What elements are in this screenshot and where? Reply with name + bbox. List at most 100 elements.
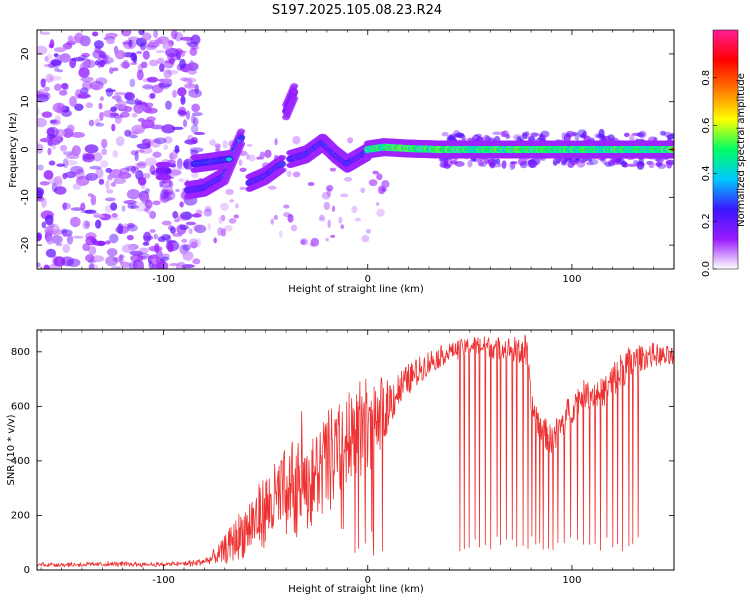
spectrogram-cell (189, 47, 198, 56)
spectrogram-cell (118, 172, 132, 179)
spectrogram-cell (162, 42, 173, 50)
spectrogram-cell (496, 158, 501, 165)
spectrogram-cell (39, 181, 50, 186)
spectrogram-cell (59, 89, 68, 96)
spectrogram-cell (561, 132, 566, 141)
spectrogram-y-tick-label: -20 (20, 237, 31, 253)
spectrogram-cell (84, 38, 90, 47)
spectrogram-cell (521, 132, 528, 140)
spectrogram-cell (98, 178, 105, 185)
spectrogram-cell (91, 31, 99, 37)
spectrogram-cell (89, 262, 95, 269)
spectrogram-cell (146, 141, 151, 149)
spectrogram-cell (44, 92, 51, 100)
snr-y-tick-label: 600 (11, 401, 30, 412)
spectrogram-cell (182, 251, 194, 261)
spectrogram-cell (92, 240, 107, 246)
spectrogram-cell (54, 67, 60, 72)
spectrogram-cell (106, 189, 114, 194)
spectrogram-cell (37, 164, 44, 171)
spectrogram-cell (37, 106, 40, 117)
snr-y-tick-label: 200 (11, 510, 30, 521)
spectrogram-cell (180, 95, 186, 105)
snr-frame (36, 329, 675, 571)
spectrogram-cell (140, 61, 148, 69)
spectrogram-cell (85, 220, 90, 228)
spectrogram-cell (159, 256, 170, 261)
spectrogram-cell (81, 80, 93, 90)
spectrogram-cell (131, 112, 138, 118)
spectrogram-cell (105, 179, 110, 190)
spectrogram-cell (41, 111, 53, 118)
spectrogram-cell (87, 193, 94, 197)
spectrogram-cell (501, 160, 507, 169)
spectrogram-cell (129, 265, 143, 269)
spectrogram-cell (106, 38, 115, 45)
spectrogram-cell (161, 185, 174, 197)
spectrogram-cell (95, 122, 105, 127)
spectrogram-cell (159, 63, 165, 73)
spectrogram-cell (525, 131, 530, 140)
spectrogram-cell (111, 213, 118, 218)
spectrogram-cell (492, 131, 502, 136)
spectrogram-cell (179, 58, 186, 69)
spectrogram-cell (113, 91, 127, 96)
spectrogram-cell (177, 87, 187, 97)
snr-x-axis-label: Height of straight line (km) (288, 584, 424, 595)
spectrogram-cell (279, 162, 285, 167)
spectrogram-cell (146, 42, 160, 48)
spectrogram-cell (560, 160, 567, 166)
spectrogram-cell (98, 51, 107, 59)
spectrogram-cell (82, 220, 90, 230)
spectrogram-cell (94, 219, 102, 229)
colorbar-tick-label: 0.8 (701, 70, 712, 86)
spectrogram-cell (157, 236, 167, 243)
spectrogram-cell (300, 238, 308, 246)
spectrogram-cell (203, 208, 213, 217)
spectrogram-cell (670, 140, 674, 147)
spectrogram-cell (53, 256, 66, 267)
spectrogram-cell (173, 31, 184, 42)
spectrogram-cell (287, 213, 294, 223)
spectrogram-cell (209, 139, 216, 146)
spectrogram-cell (141, 119, 155, 129)
colorbar: 0.0 0.2 0.4 0.6 0.8 Normalized spectral ampl… (701, 29, 747, 277)
spectrogram-cell (39, 31, 51, 36)
spectrogram-cell (175, 48, 183, 55)
spectrogram-cell (70, 207, 84, 211)
spectrogram-cell (45, 248, 56, 258)
spectrogram-cell (135, 149, 145, 153)
spectrogram-cell (105, 87, 114, 97)
spectrogram-cell (74, 103, 84, 112)
spectrogram-cell (99, 59, 105, 68)
spectrogram-cell (37, 232, 42, 242)
spectrogram-cell (110, 182, 117, 187)
spectrogram-cell (153, 233, 159, 240)
spectrogram-cell (151, 84, 164, 94)
spectrogram-cell (40, 78, 46, 88)
spectrogram-cell (204, 206, 212, 212)
spectrogram-cell (292, 135, 301, 145)
spectrogram-cell (41, 78, 47, 82)
spectrogram-cell (54, 83, 62, 92)
spectrogram-cell (122, 59, 130, 70)
spectrogram-cell (40, 197, 47, 208)
spectrogram-cell (142, 83, 154, 90)
spectrogram-cell (134, 151, 139, 162)
spectrogram-cell (274, 138, 278, 146)
spectrogram-cell (89, 80, 104, 91)
spectrogram-cell (66, 234, 74, 245)
spectrogram-cell (105, 255, 118, 267)
spectrogram-y-tick-label: 10 (20, 95, 31, 108)
spectrogram-cell (172, 89, 177, 99)
spectrogram-cell (181, 238, 188, 243)
spectrogram-cell (179, 36, 194, 41)
spectrogram-cell (381, 187, 387, 192)
spectrogram-cell (153, 137, 167, 144)
spectrogram-cell (267, 185, 277, 190)
spectrogram-x-tick-label: 100 (562, 274, 581, 285)
spectrogram-cell (148, 39, 160, 44)
spectrogram-cell (47, 147, 52, 156)
spectrogram-cell (56, 103, 62, 114)
